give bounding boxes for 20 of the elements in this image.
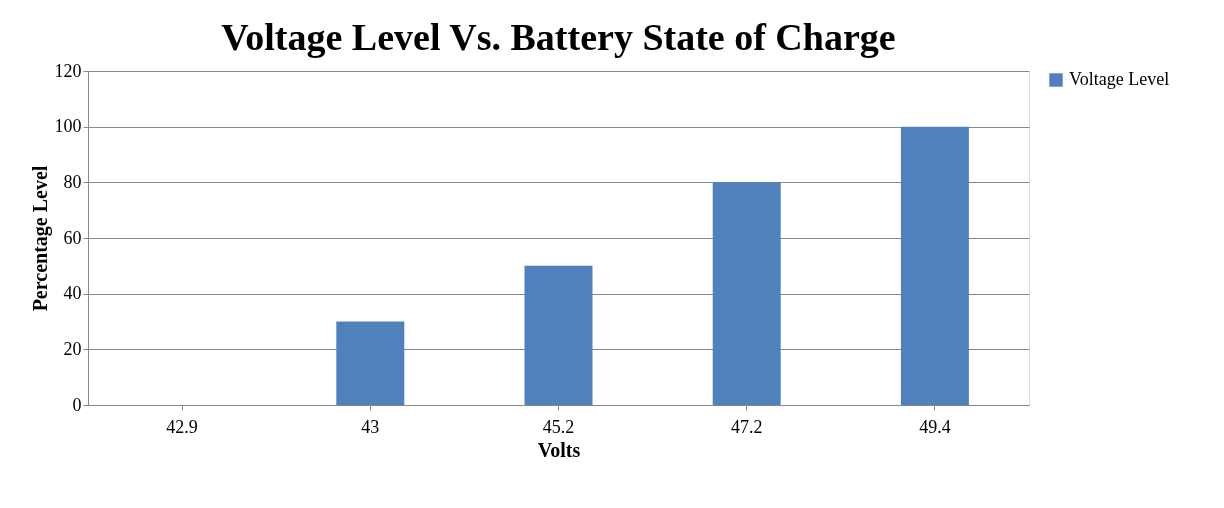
x-tick-label: 49.4 [919, 416, 951, 437]
y-tick-label: 60 [63, 227, 82, 248]
chart-title: Voltage Level Vs. Battery State of Charge [221, 16, 896, 58]
y-tick-label: 40 [63, 283, 82, 304]
y-tick-label: 80 [63, 171, 82, 192]
bar [336, 321, 405, 405]
y-tick-label: 100 [54, 116, 82, 137]
bar [524, 265, 593, 405]
y-axis-title: Percentage Level [28, 165, 52, 312]
bar [712, 182, 781, 405]
x-tick-label: 43 [361, 416, 380, 437]
y-tick-label: 120 [54, 60, 82, 81]
y-tick-label: 0 [72, 394, 82, 415]
x-tick-label: 45.2 [542, 416, 575, 437]
bar [900, 126, 969, 405]
x-tick-label: 47.2 [730, 416, 763, 437]
x-tick-label: 42.9 [166, 416, 198, 437]
x-axis-title: Volts [537, 438, 581, 461]
y-tick-label: 20 [63, 338, 82, 359]
legend-label: Voltage Level [1069, 69, 1170, 89]
